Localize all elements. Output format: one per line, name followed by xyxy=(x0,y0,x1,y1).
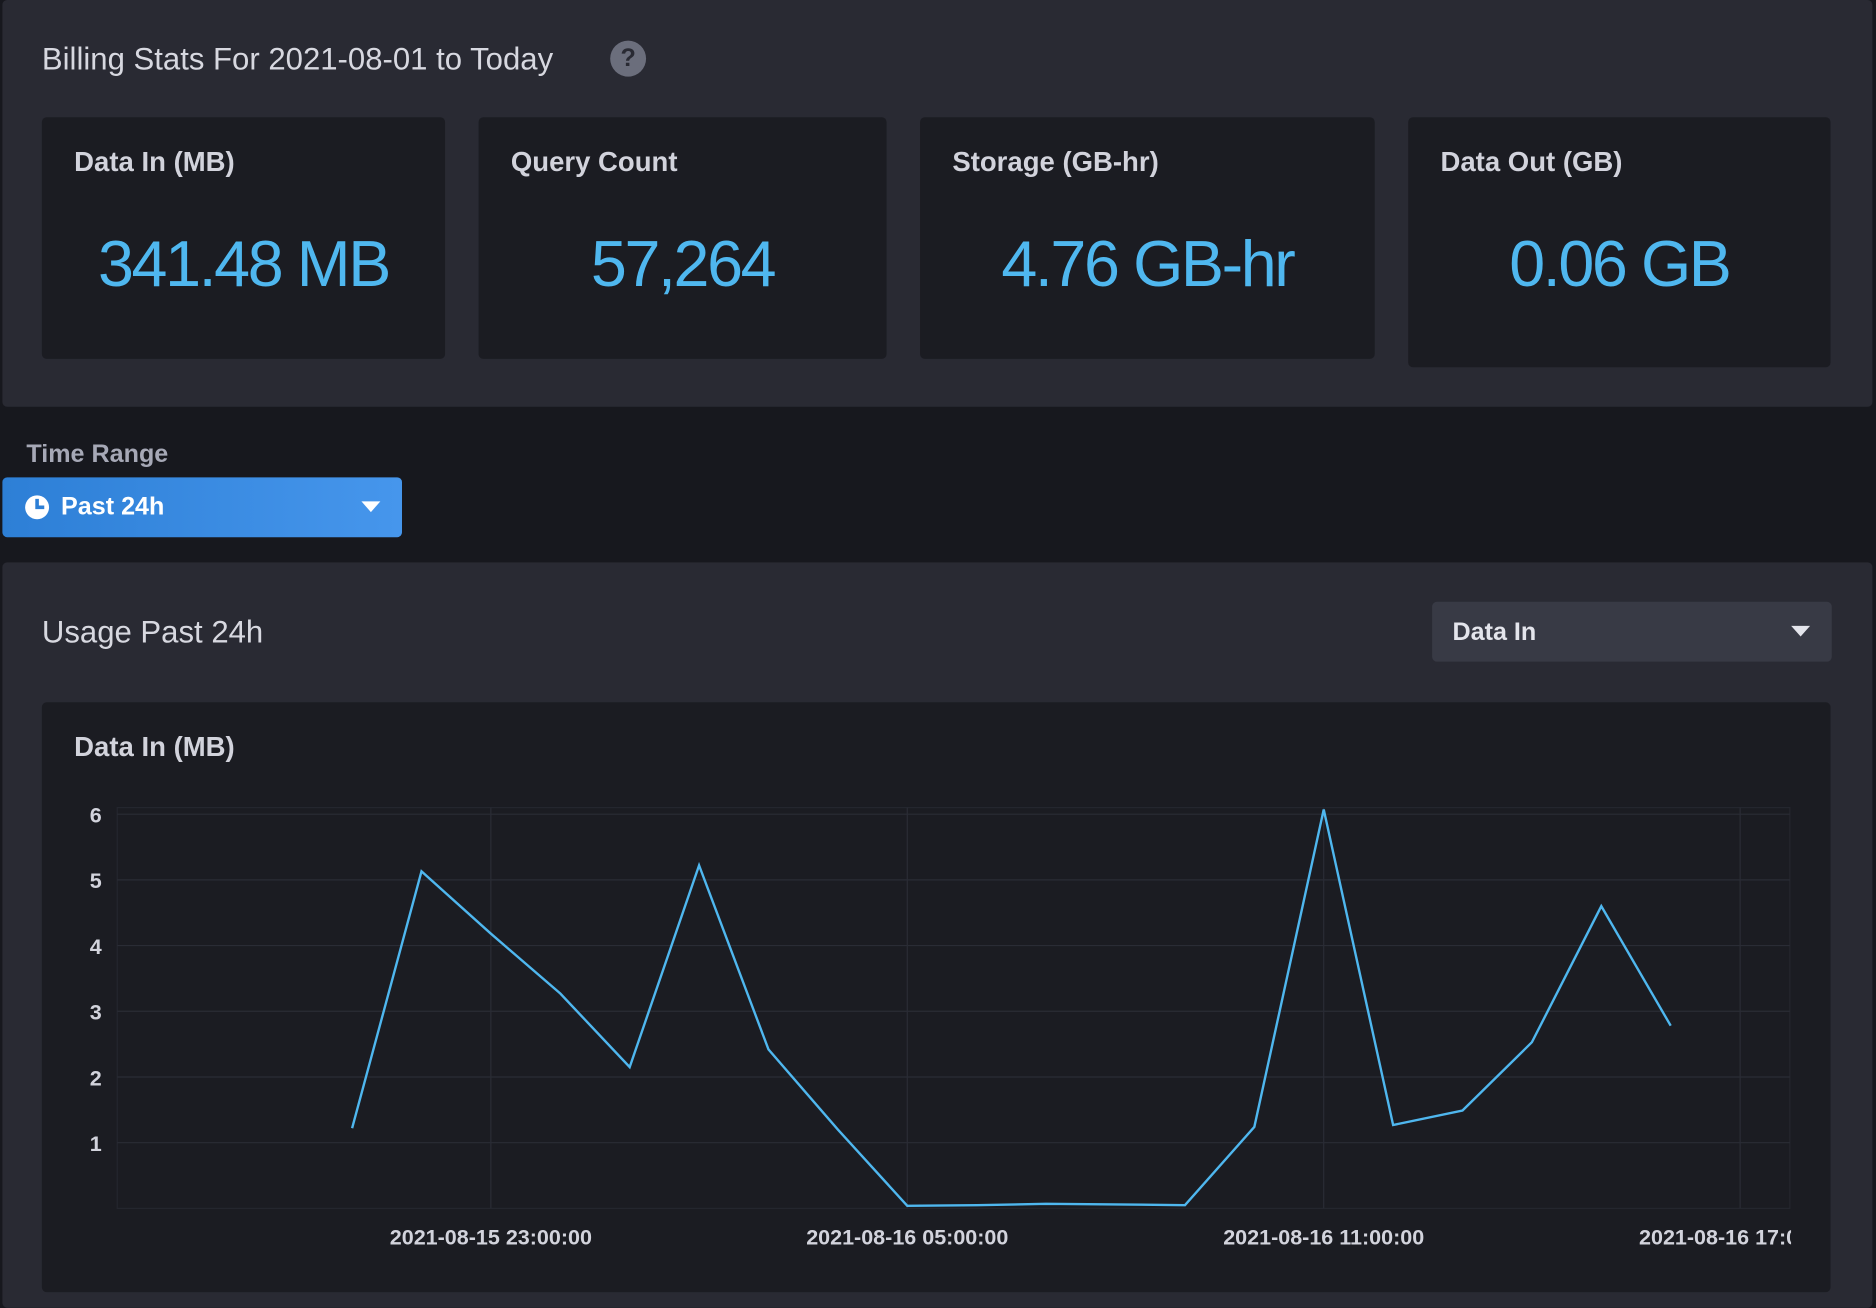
stat-value: 341.48 MB xyxy=(97,228,391,301)
stat-value: 57,264 xyxy=(590,228,777,301)
y-tick-label: 2 xyxy=(90,1066,102,1090)
chart-card: Data In (MB) 1 2 3 4 5 6 2021-08-15 23:00:00 20… xyxy=(41,702,1831,1293)
stat-label: Data In (MB) xyxy=(74,145,235,178)
y-tick-label: 4 xyxy=(90,935,102,959)
stat-label: Query Count xyxy=(510,145,678,178)
stat-card: Data Out (GB) 0.06 GB xyxy=(1408,117,1831,368)
caret xyxy=(361,501,381,513)
x-tick-label: 2021-08-16 05:00:00 xyxy=(806,1225,1008,1249)
stat-label: Data Out (GB) xyxy=(1440,145,1623,178)
chart: 1 2 3 4 5 6 2021-08-15 23:00:00 2021-08-16 05:0… xyxy=(90,804,1831,1250)
help-icon[interactable]: ? xyxy=(610,40,647,77)
caret xyxy=(1791,625,1811,637)
time-range-dropdown[interactable]: Past 24h xyxy=(2,477,403,538)
billing-title: Billing Stats For 2021-08-01 to Today xyxy=(41,40,554,77)
plot-frame xyxy=(116,806,1791,1209)
time-range-label: Time Range xyxy=(26,440,169,468)
chart-title: Data In (MB) xyxy=(74,731,235,763)
y-tick-label: 5 xyxy=(90,869,102,893)
stat-card: Storage (GB-hr) 4.76 GB-hr xyxy=(920,117,1375,359)
clock-icon xyxy=(25,495,50,520)
y-tick-label: 3 xyxy=(90,1001,102,1025)
metric-dropdown[interactable]: Data In xyxy=(1432,601,1832,662)
usage-title: Usage Past 24h xyxy=(41,613,264,650)
data-line xyxy=(350,809,1672,1207)
stat-value: 0.06 GB xyxy=(1509,228,1732,301)
stat-card: Data In (MB) 341.48 MB xyxy=(41,117,446,359)
stat-label: Storage (GB-hr) xyxy=(952,145,1159,178)
billing-panel: Billing Stats For 2021-08-01 to Today ? … xyxy=(2,0,1873,407)
metric-value: Data In xyxy=(1452,618,1537,647)
stat-value: 4.76 GB-hr xyxy=(1001,228,1295,301)
usage-panel: Usage Past 24h Data In Data In (MB) 1 2 3 4… xyxy=(2,562,1873,1308)
stat-card: Query Count 57,264 xyxy=(478,117,887,359)
x-tick-label: 2021-08-16 11:00:00 xyxy=(1223,1225,1424,1249)
y-tick-label: 6 xyxy=(90,804,102,828)
time-range-value: Past 24h xyxy=(61,492,165,521)
x-tick-label: 2021-08-15 23:00:00 xyxy=(390,1225,592,1249)
x-tick-label: 2021-08-16 17:00:00 xyxy=(1639,1225,1831,1249)
y-tick-label: 1 xyxy=(90,1132,102,1156)
